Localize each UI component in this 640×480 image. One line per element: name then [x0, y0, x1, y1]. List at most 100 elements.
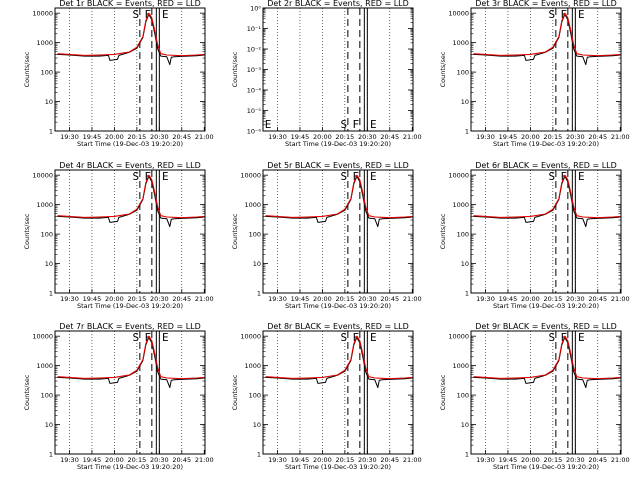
panel-det-6: Det 6r BLACK = Events, RED = LLD 19:30 19:…	[439, 161, 630, 310]
x-tick-label: 19:45	[83, 133, 102, 141]
x-axis-title: Start Time (19-Dec-03 19:20:20)	[285, 140, 391, 148]
x-tick-label: 19:45	[291, 295, 310, 303]
x-tick-label: 21:00	[403, 295, 422, 303]
y-tick-label: 1000	[244, 362, 261, 370]
y-tick-label: 100	[41, 69, 53, 77]
panel-title: Det 6r BLACK = Events, RED = LLD	[475, 161, 617, 170]
x-tick-label: 20:00	[521, 295, 540, 303]
y-tick-label: 100	[249, 231, 261, 239]
x-tick-label: 20:30	[358, 456, 377, 464]
x-tick-label: 19:30	[60, 133, 79, 141]
event-marker-e: E	[578, 8, 585, 21]
y-tick-label: 100	[249, 392, 261, 400]
x-tick-label: 21:00	[611, 133, 630, 141]
y-tick-label: 10⁻²	[247, 46, 262, 54]
event-marker-s: S	[133, 331, 140, 344]
series-line-events	[265, 337, 413, 389]
y-tick-label: 100	[457, 392, 469, 400]
x-tick-label: 20:45	[172, 295, 191, 303]
event-marker-e: E	[162, 8, 169, 21]
x-tick-label: 19:30	[268, 295, 287, 303]
y-axis-title: Counts/sec	[439, 51, 447, 87]
x-tick-label: 20:30	[358, 295, 377, 303]
y-tick-label: 1	[465, 290, 469, 298]
event-marker-s: S	[341, 331, 348, 344]
y-tick-label: 10000	[448, 172, 469, 180]
y-axis-title: Counts/sec	[231, 374, 239, 410]
y-tick-label: 10⁻³	[247, 66, 262, 74]
series-line-events	[265, 176, 413, 228]
panel-det-9: Det 9r BLACK = Events, RED = LLD 19:30 19:…	[439, 322, 630, 471]
x-tick-label: 20:15	[543, 295, 562, 303]
x-tick-label: 19:30	[476, 295, 495, 303]
y-axis-title: Counts/sec	[231, 51, 239, 87]
y-tick-label: 1	[49, 451, 53, 459]
event-marker-f: F	[353, 118, 360, 131]
y-tick-label: 1000	[244, 201, 261, 209]
x-tick-label: 20:00	[313, 133, 332, 141]
x-tick-label: 19:45	[499, 456, 518, 464]
x-tick-label: 19:30	[60, 295, 79, 303]
y-tick-label: 10⁻⁶	[247, 128, 262, 136]
y-tick-label: 10⁻¹	[247, 25, 262, 33]
x-tick-label: 21:00	[195, 295, 214, 303]
x-axis-title: Start Time (19-Dec-03 19:20:20)	[285, 463, 391, 471]
x-tick-label: 19:30	[268, 133, 287, 141]
x-tick-label: 19:45	[291, 456, 310, 464]
panel-title: Det 7r BLACK = Events, RED = LLD	[59, 322, 201, 331]
y-tick-label: 1	[257, 290, 261, 298]
x-tick-label: 19:30	[60, 456, 79, 464]
x-tick-label: 20:45	[380, 295, 399, 303]
event-marker-e: E	[265, 118, 272, 131]
plot-frame	[54, 169, 206, 294]
series-line-lld	[57, 12, 205, 57]
x-tick-label: 19:45	[499, 133, 518, 141]
plot-frame	[262, 7, 414, 132]
series-line-lld	[265, 335, 413, 380]
y-axis-title: Counts/sec	[23, 374, 31, 410]
x-tick-label: 21:00	[611, 456, 630, 464]
x-tick-label: 20:15	[335, 456, 354, 464]
x-tick-label: 20:45	[380, 133, 399, 141]
event-marker-s: S	[549, 170, 556, 183]
x-tick-label: 20:00	[313, 295, 332, 303]
x-tick-label: 20:00	[521, 133, 540, 141]
plot-frame	[54, 330, 206, 455]
series-line-events	[57, 337, 205, 389]
y-tick-label: 10⁻⁴	[247, 87, 262, 95]
y-tick-label: 10000	[448, 10, 469, 18]
x-tick-label: 20:30	[150, 456, 169, 464]
plot-frame	[54, 7, 206, 132]
plot-frame	[470, 7, 622, 132]
event-marker-s: S	[549, 331, 556, 344]
panel-det-4: Det 4r BLACK = Events, RED = LLD 19:30 19:…	[23, 161, 214, 310]
y-tick-label: 1	[49, 128, 53, 136]
y-tick-label: 1000	[36, 362, 53, 370]
x-tick-label: 19:45	[291, 133, 310, 141]
y-tick-label: 100	[41, 392, 53, 400]
x-tick-label: 20:45	[588, 295, 607, 303]
x-tick-label: 20:30	[566, 295, 585, 303]
panel-title: Det 8r BLACK = Events, RED = LLD	[267, 322, 409, 331]
event-marker-e: E	[162, 331, 169, 344]
series-line-lld	[265, 174, 413, 219]
x-tick-label: 20:45	[588, 456, 607, 464]
event-marker-e: E	[370, 331, 377, 344]
y-tick-label: 1	[257, 451, 261, 459]
x-tick-label: 21:00	[611, 295, 630, 303]
y-axis-title: Counts/sec	[439, 374, 447, 410]
x-tick-label: 20:00	[313, 456, 332, 464]
plot-frame	[470, 169, 622, 294]
x-tick-label: 20:30	[150, 295, 169, 303]
y-tick-label: 1	[49, 290, 53, 298]
series-line-events	[473, 14, 621, 66]
y-tick-label: 10000	[240, 172, 261, 180]
x-tick-label: 19:30	[476, 456, 495, 464]
panel-det-8: Det 8r BLACK = Events, RED = LLD 19:30 19:…	[231, 322, 422, 471]
x-tick-label: 20:30	[150, 133, 169, 141]
plot-frame	[262, 169, 414, 294]
event-marker-e: E	[162, 170, 169, 183]
series-line-events	[57, 176, 205, 228]
y-tick-label: 10	[45, 260, 53, 268]
